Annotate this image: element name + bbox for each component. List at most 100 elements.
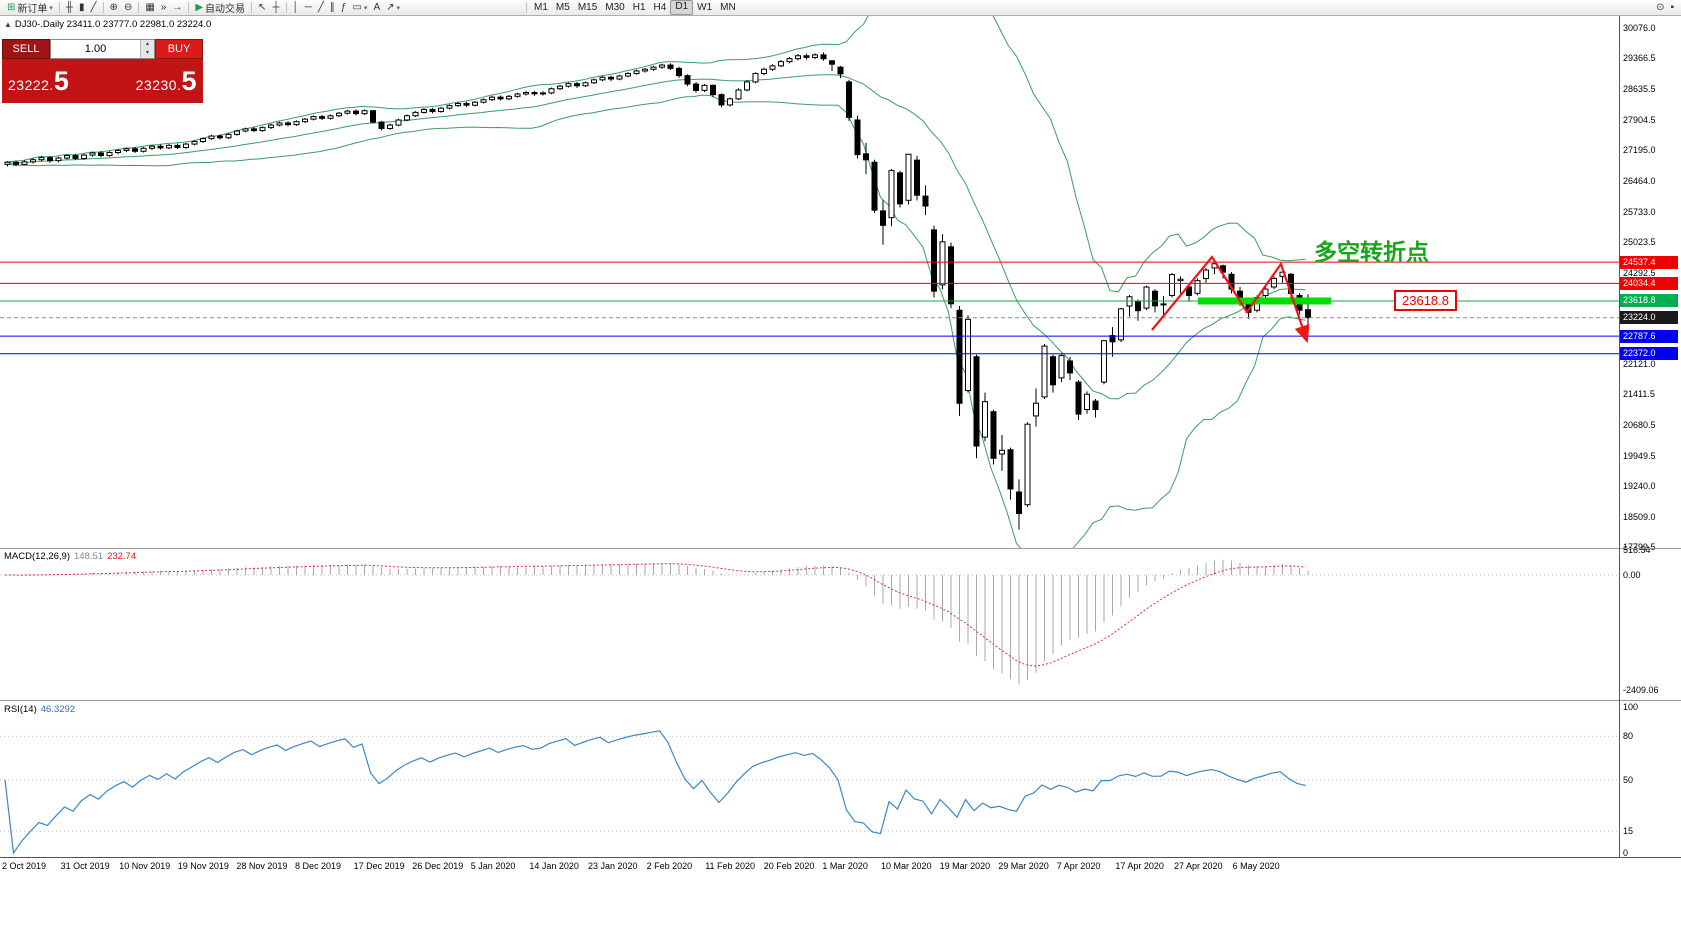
price-tick: 20680.5	[1623, 420, 1656, 431]
layout-icon: ▪	[1670, 1, 1674, 13]
price-tick: 24292.5	[1623, 267, 1656, 278]
toolbar-separator	[58, 2, 60, 13]
date-label: 7 Apr 2020	[1056, 861, 1101, 871]
line-chart-icon[interactable]: ╱	[88, 1, 100, 15]
search-icon: ⊙	[1656, 1, 1665, 13]
rsi-value: 46.3292	[40, 704, 76, 715]
toolbar-separator	[138, 2, 140, 13]
price-callout-label: 23618.8	[1394, 290, 1457, 311]
volume-input[interactable]	[51, 40, 140, 58]
price-tick: 25023.5	[1623, 236, 1656, 247]
chart-title: ▲ DJ30-.Daily 23411.0 23777.0 22981.0 232…	[4, 19, 211, 30]
rsi-tick: 0	[1623, 848, 1629, 858]
rsi-tick: 80	[1623, 731, 1634, 742]
fibonacci-icon: ƒ	[340, 1, 347, 13]
crosshair-icon[interactable]: ┼	[269, 1, 282, 15]
price-axis[interactable]: 30076.0 29366.5 28635.5 27904.5 27195.0 26464…	[1620, 0, 1681, 938]
horizontal-line-icon: ─	[304, 1, 312, 13]
macd-panel-splitter[interactable]	[0, 548, 1681, 549]
tile-windows-icon[interactable]: ▦	[142, 1, 157, 15]
dropdown-arrow-icon: ▾	[49, 4, 53, 12]
zoom-out-icon[interactable]: ⊖	[121, 1, 135, 15]
line-chart-icon: ╱	[90, 1, 97, 13]
toolbar-separator	[526, 2, 528, 13]
auto-trading-button[interactable]: ▶ 自动交易	[192, 1, 248, 16]
bar-chart-icon[interactable]: ╫	[63, 1, 76, 15]
bid-ask-prices[interactable]: 23222.5 23230.5	[2, 59, 203, 103]
chart-shift-icon: →	[172, 1, 183, 13]
macd-name: MACD(12,26,9)	[4, 551, 70, 562]
layout-icon[interactable]: ▪	[1667, 1, 1677, 15]
text-icon[interactable]: A	[370, 1, 383, 15]
price-tick: 27904.5	[1623, 114, 1656, 125]
order-controls-row: SELL ▴ ▾ BUY	[2, 39, 203, 59]
shapes-icon[interactable]: ▭ ▾	[349, 1, 370, 15]
time-axis[interactable]: 2 Oct 2019 31 Oct 2019 10 Nov 2019 19 Nov 2…	[0, 858, 1619, 878]
date-label: 19 Mar 2020	[939, 861, 991, 871]
top-toolbar: ⊞ 新订单 ▾ ╫ ▮ ╱ ⊕ ⊖ ▦» → ▶ 自动交易 ↖ ┼ │ ─ ╱ ∥ ƒ ▭ ▾ A ↗ ▾ M1 M5 M15 M30…	[0, 0, 1681, 16]
channel-icon[interactable]: ∥	[327, 1, 338, 15]
price-tick: 25733.0	[1623, 206, 1656, 217]
volume-down-icon[interactable]: ▾	[145, 50, 149, 56]
vertical-line-icon[interactable]: │	[290, 1, 302, 15]
macd-tick: 516.54	[1623, 545, 1651, 556]
date-label: 10 Mar 2020	[881, 861, 932, 871]
volume-up-icon[interactable]: ▴	[145, 41, 149, 47]
bar-chart-icon: ╫	[65, 1, 73, 13]
sell-price[interactable]: 23222.5	[8, 65, 70, 96]
timeframe-m1[interactable]: M1	[534, 2, 548, 13]
auto-trading-button-label: 自动交易	[205, 4, 246, 15]
date-label: 29 Mar 2020	[998, 861, 1049, 871]
dropdown-arrow-icon: ▾	[363, 4, 368, 12]
toolbar-separator	[102, 2, 104, 13]
new-order-button[interactable]: ⊞ 新订单 ▾	[4, 1, 56, 16]
buy-price[interactable]: 23230.5	[135, 65, 197, 96]
sell-button[interactable]: SELL	[2, 39, 50, 59]
date-label: 28 Nov 2019	[236, 861, 288, 871]
arrows-icon[interactable]: ↗ ▾	[383, 1, 403, 15]
buy-button[interactable]: BUY	[155, 39, 203, 59]
auto-scroll-icon: »	[160, 1, 167, 13]
date-label: 2 Feb 2020	[646, 861, 693, 871]
price-tag-23618.8: 23618.8	[1620, 294, 1678, 308]
date-label: 17 Dec 2019	[353, 861, 405, 871]
price-tick: 29366.5	[1623, 52, 1656, 63]
shapes-icon: ▭	[352, 1, 362, 13]
timeframe-h1[interactable]: H1	[632, 2, 646, 13]
price-tick: 21411.5	[1623, 389, 1655, 400]
date-label: 26 Dec 2019	[412, 861, 464, 871]
macd-signal-value: 232.74	[107, 551, 137, 562]
zoom-out-icon: ⊖	[123, 1, 133, 13]
volume-spinner: ▴ ▾	[140, 40, 154, 58]
turning-point-annotation: 多空转折点	[1314, 239, 1429, 265]
text-icon: A	[373, 1, 381, 13]
timeframe-m30[interactable]: M30	[605, 2, 625, 13]
price-tick: 28635.5	[1623, 83, 1656, 94]
rsi-panel-splitter[interactable]	[0, 700, 1681, 701]
chart-shift-icon[interactable]: →	[169, 1, 185, 15]
timeframe-h4[interactable]: H4	[653, 2, 667, 13]
zoom-in-icon[interactable]: ⊕	[107, 1, 121, 15]
horizontal-line-icon[interactable]: ─	[302, 1, 315, 15]
trendline-icon: ╱	[317, 1, 324, 13]
search-icon[interactable]: ⊙	[1653, 1, 1667, 15]
date-label: 27 Apr 2020	[1174, 861, 1223, 871]
price-tag-22372.0: 22372.0	[1620, 347, 1678, 361]
fibonacci-icon[interactable]: ƒ	[338, 1, 350, 15]
price-tick: 22121.0	[1623, 359, 1656, 370]
timeframe-d1[interactable]: D1	[670, 0, 694, 15]
chart-expand-icon[interactable]: ▲	[4, 20, 12, 29]
auto-scroll-icon[interactable]: »	[158, 1, 170, 15]
cursor-icon[interactable]: ↖	[255, 1, 269, 15]
timeframe-m5[interactable]: M5	[555, 2, 570, 13]
trendline-icon[interactable]: ╱	[315, 1, 327, 15]
dropdown-arrow-icon: ▾	[396, 4, 401, 12]
candlestick-chart-icon[interactable]: ▮	[76, 1, 88, 15]
price-tag-23224.0: 23224.0	[1620, 311, 1678, 325]
timeframe-m15[interactable]: M15	[577, 2, 598, 13]
date-label: 23 Jan 2020	[588, 861, 638, 871]
timeframe-w1[interactable]: W1	[697, 2, 713, 13]
timeframe-mn[interactable]: MN	[720, 2, 736, 13]
